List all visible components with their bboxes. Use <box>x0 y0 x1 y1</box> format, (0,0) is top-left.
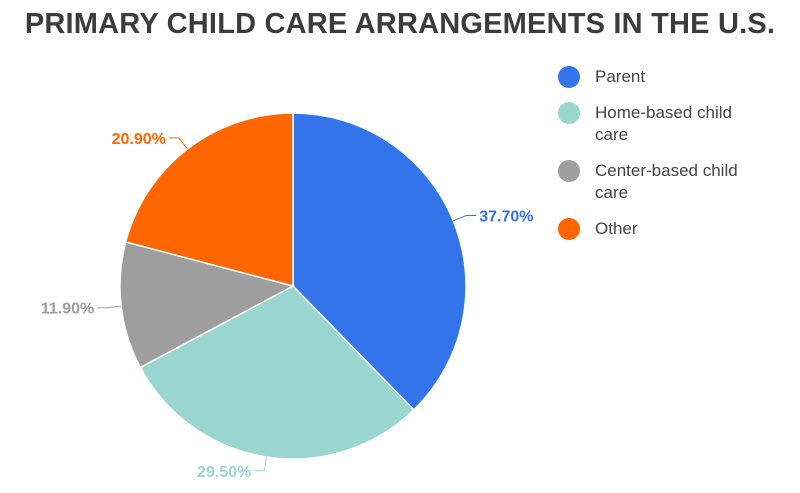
data-label-center-based-child-care: 11.90% <box>41 301 94 318</box>
legend: Parent Home-based child care Center-based c… <box>558 66 788 254</box>
legend-swatch-home-based-child-care <box>558 102 580 124</box>
legend-swatch-parent <box>558 66 580 88</box>
legend-label-home-based-child-care: Home-based child care <box>595 103 733 144</box>
legend-swatch-other <box>558 218 580 240</box>
pie-slice-other <box>124 112 294 287</box>
pie-slices <box>119 112 467 460</box>
pie-slice-center-based-child-care <box>119 241 296 369</box>
data-labels: 37.70% 29.50% 11.90% 20.90% <box>41 131 534 481</box>
legend-label-other: Other <box>595 219 638 238</box>
leader-lines <box>97 137 477 472</box>
chart-title: PRIMARY CHILD CARE ARRANGEMENTS IN THE U… <box>24 8 776 40</box>
data-label-home-based-child-care: 29.50% <box>197 464 251 481</box>
leader-line-other <box>168 137 188 150</box>
legend-swatch-center-based-child-care <box>558 160 580 182</box>
legend-item-parent: Parent <box>558 66 788 88</box>
legend-label-center-based-child-care: Center-based child care <box>595 161 738 202</box>
data-label-other: 20.90% <box>112 131 166 148</box>
legend-label-parent: Parent <box>595 67 646 86</box>
legend-item-home-based-child-care: Home-based child care <box>558 102 788 146</box>
leader-line-parent <box>453 215 477 222</box>
data-label-parent: 37.70% <box>479 209 533 226</box>
legend-item-center-based-child-care: Center-based child care <box>558 160 788 204</box>
legend-item-other: Other <box>558 218 788 240</box>
leader-line-home-based-child-care <box>254 456 267 472</box>
leader-line-center-based-child-care <box>97 305 122 309</box>
